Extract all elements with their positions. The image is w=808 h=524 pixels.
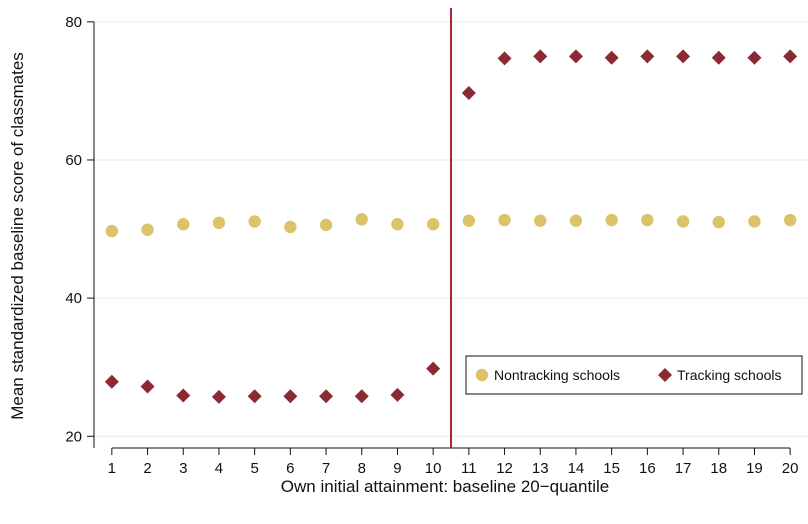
- x-tick-label: 14: [568, 460, 585, 477]
- x-tick-label: 9: [393, 460, 401, 477]
- tracking-point: [747, 50, 762, 65]
- x-tick-label: 3: [179, 460, 187, 477]
- y-tick-label: 40: [65, 290, 82, 307]
- nontracking-point: [748, 215, 761, 228]
- tracking-point: [497, 51, 512, 66]
- tracking-point: [390, 387, 405, 402]
- legend-nontracking-marker: [475, 368, 489, 382]
- nontracking-point: [462, 214, 476, 227]
- tracking-point: [247, 389, 262, 404]
- nontracking-point: [569, 214, 583, 227]
- x-axis-title: Own initial attainment: baseline 20−quan…: [281, 477, 609, 496]
- x-tick-label: 19: [746, 460, 763, 477]
- tracking-point: [140, 379, 155, 394]
- nontracking-point: [605, 213, 618, 227]
- x-tick-label: 2: [143, 460, 151, 477]
- nontracking-point: [141, 223, 154, 236]
- nontracking-point: [426, 218, 440, 231]
- nontracking-point: [105, 224, 119, 238]
- tracking-point: [604, 50, 619, 65]
- nontracking-point: [391, 218, 404, 231]
- legend-box: [465, 355, 803, 395]
- tracking-point: [676, 49, 691, 64]
- nontracking-point: [284, 220, 297, 234]
- nontracking-point: [212, 216, 226, 230]
- nontracking-point: [355, 213, 368, 226]
- x-tick-label: 8: [358, 460, 366, 477]
- x-tick-label: 6: [286, 460, 294, 477]
- legend: Nontracking schools Tracking schools: [465, 355, 803, 395]
- y-tick-label: 20: [65, 428, 82, 445]
- nontracking-point: [534, 214, 547, 227]
- tracking-point: [283, 389, 298, 404]
- y-axis-title: Mean standardized baseline score of clas…: [8, 52, 27, 420]
- x-tick-label: 20: [782, 460, 799, 477]
- x-tick-label: 18: [710, 460, 727, 477]
- series-layer: [104, 49, 798, 404]
- nontracking-point: [783, 213, 797, 227]
- x-tick-label: 4: [215, 460, 223, 477]
- tracking-point: [354, 389, 369, 404]
- x-tick-label: 13: [532, 460, 549, 477]
- legend-tracking-marker: [658, 368, 672, 382]
- x-tick-label: 11: [461, 460, 477, 477]
- tracking-series: [104, 49, 798, 404]
- tracking-point: [176, 388, 191, 403]
- y-tick-label: 60: [65, 152, 82, 169]
- tracking-point: [783, 49, 798, 64]
- x-tick-label: 7: [322, 460, 330, 477]
- tracking-point: [568, 49, 583, 64]
- nontracking-point: [498, 213, 511, 227]
- nontracking-point: [248, 215, 261, 228]
- legend-nontracking-label: Nontracking schools: [494, 367, 620, 383]
- tracking-point: [711, 50, 726, 65]
- tracking-point: [104, 374, 119, 389]
- x-tick-label: 15: [603, 460, 620, 477]
- nontracking-point: [177, 218, 190, 231]
- tracking-point: [319, 389, 334, 404]
- tracking-point: [211, 389, 226, 404]
- y-tick-label: 80: [65, 14, 82, 31]
- nontracking-point: [712, 215, 725, 229]
- tracking-point: [640, 49, 655, 64]
- nontracking-series: [105, 213, 797, 238]
- x-tick-label: 16: [639, 460, 656, 477]
- legend-tracking-label: Tracking schools: [677, 367, 782, 383]
- x-tick-label: 5: [250, 460, 258, 477]
- tracking-point: [426, 361, 441, 376]
- nontracking-point: [319, 218, 333, 232]
- nontracking-point: [641, 213, 654, 227]
- nontracking-point: [676, 215, 690, 228]
- x-tick-label: 10: [425, 460, 442, 477]
- tracking-point: [533, 49, 548, 64]
- tracking-point: [461, 85, 476, 100]
- x-tick-label: 1: [108, 460, 116, 477]
- x-tick-label: 12: [496, 460, 513, 477]
- x-tick-label: 17: [675, 460, 692, 477]
